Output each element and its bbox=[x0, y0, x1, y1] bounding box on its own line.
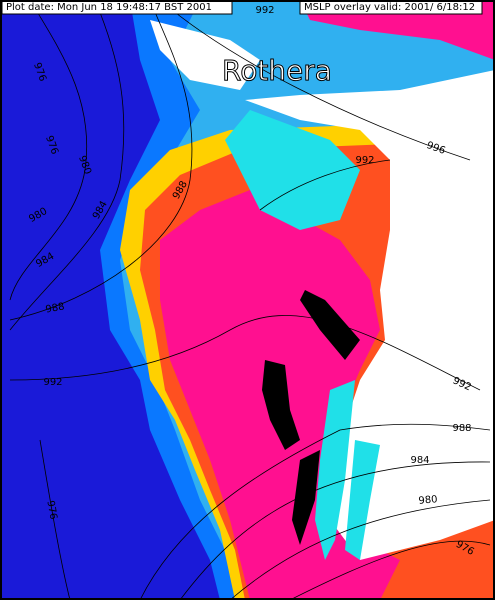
contour-line bbox=[9, 0, 193, 321]
contour-line bbox=[159, 0, 471, 161]
contour-label: 988 bbox=[452, 423, 471, 434]
header-box bbox=[299, 0, 483, 15]
glacier bbox=[225, 110, 380, 560]
contour-label: 992 bbox=[43, 377, 62, 388]
contour-label: 988 bbox=[45, 301, 66, 315]
land bbox=[245, 70, 495, 560]
contour-label: 992 bbox=[355, 155, 374, 166]
contour-line bbox=[179, 461, 491, 600]
place-name: Rothera bbox=[222, 54, 332, 87]
contour-label: 980 bbox=[418, 494, 438, 507]
contour-line bbox=[9, 315, 481, 391]
dark-area bbox=[262, 290, 360, 545]
contour-line bbox=[9, 0, 88, 301]
overlay-valid: MSLP overlay valid: 2001/ 6/18:12 bbox=[304, 2, 475, 13]
island bbox=[150, 20, 260, 90]
contour-line bbox=[39, 423, 491, 600]
contour-line bbox=[259, 159, 391, 211]
contour-label: 984 bbox=[410, 455, 429, 466]
ice-north bbox=[300, 0, 495, 60]
contour-line bbox=[9, 0, 125, 331]
contour-label: 992 bbox=[255, 5, 274, 16]
plot-date: Plot date: Mon Jun 18 19:48:17 BST 2001 bbox=[6, 2, 212, 13]
contour-label: 976 bbox=[44, 500, 58, 521]
